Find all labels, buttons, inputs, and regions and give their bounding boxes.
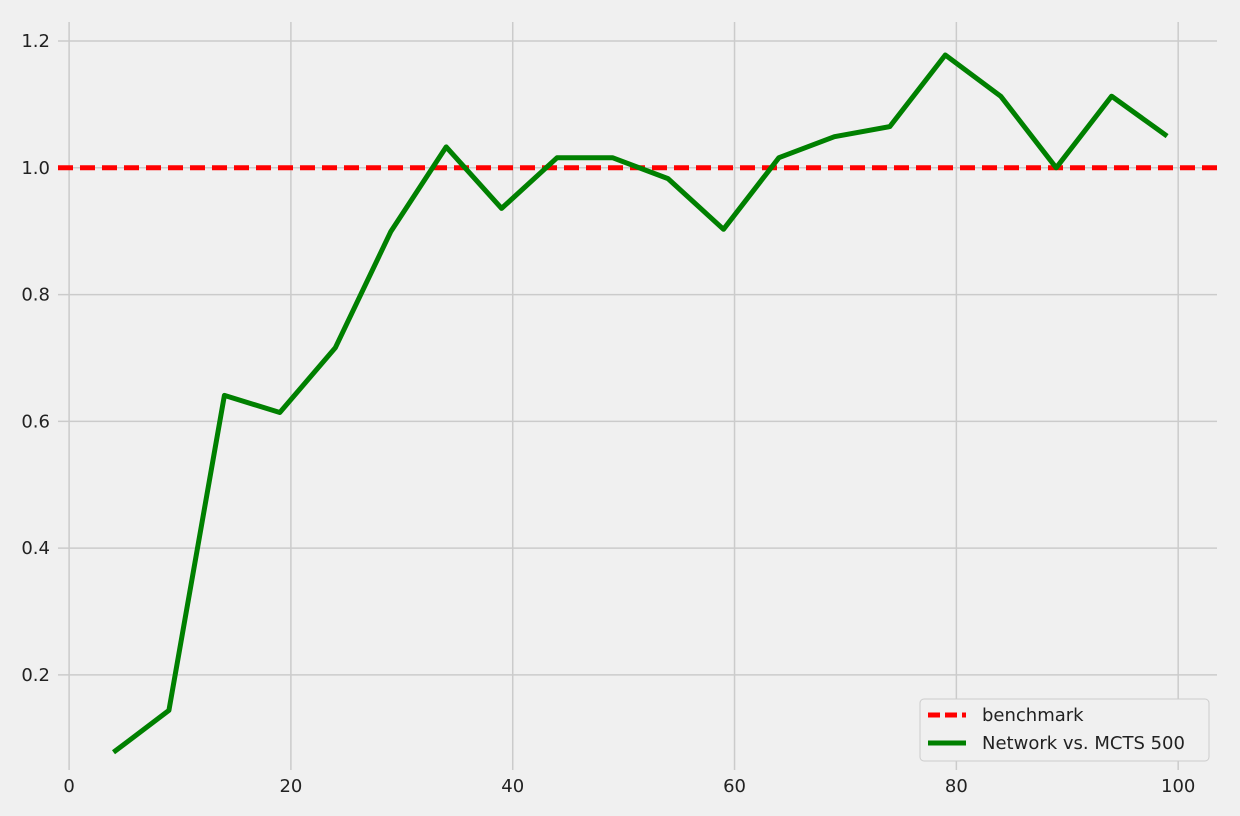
x-tick-label: 20 [279, 776, 302, 797]
x-tick-label: 60 [723, 776, 746, 797]
legend-box [919, 698, 1210, 762]
x-tick-label: 0 [63, 776, 74, 797]
y-tick-label: 1.2 [21, 31, 50, 52]
y-tick-label: 0.6 [21, 411, 50, 432]
series-layer [58, 52, 1217, 755]
y-tick-label: 1.0 [21, 158, 50, 179]
y-tick-label: 0.4 [21, 538, 50, 559]
grid [58, 22, 1217, 770]
legend-label-network: Network vs. MCTS 500 [982, 733, 1185, 754]
legend-label-benchmark: benchmark [982, 705, 1084, 726]
series-line-network-vs-mcts-500 [111, 52, 1169, 755]
x-axis-ticks: 0 20 40 60 80 100 [63, 776, 1195, 797]
x-tick-label: 80 [945, 776, 968, 797]
y-axis-ticks: 0.2 0.4 0.6 0.8 1.0 1.2 [21, 31, 50, 686]
legend: benchmark Network vs. MCTS 500 [919, 698, 1210, 762]
x-tick-label: 40 [501, 776, 524, 797]
y-tick-label: 0.2 [21, 665, 50, 686]
y-tick-label: 0.8 [21, 285, 50, 306]
x-tick-label: 100 [1161, 776, 1195, 797]
